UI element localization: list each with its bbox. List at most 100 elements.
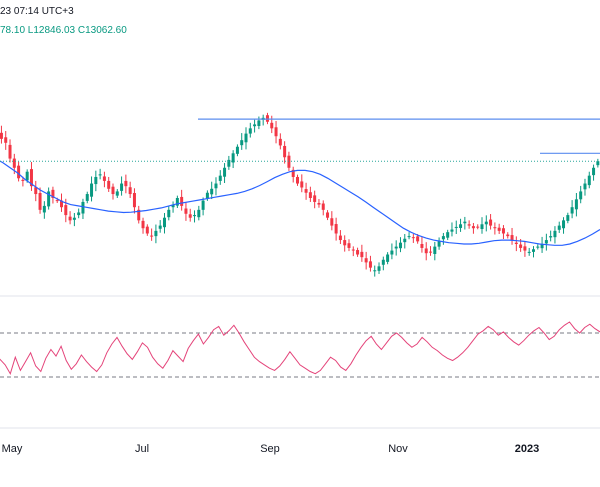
candle-body: [347, 243, 351, 248]
candle: [407, 232, 411, 240]
candle: [98, 168, 102, 180]
candle: [317, 199, 321, 208]
candle-body: [416, 236, 420, 242]
candle-body: [514, 242, 518, 244]
candle-body: [386, 254, 390, 262]
candle-body: [68, 216, 72, 221]
candle-body: [557, 225, 561, 230]
candle: [459, 218, 463, 232]
candle: [270, 115, 274, 134]
candle-body: [278, 138, 282, 146]
candle: [107, 176, 111, 192]
candle-body: [592, 167, 596, 176]
candle: [506, 232, 510, 239]
candle: [424, 242, 428, 261]
candle-body: [141, 220, 145, 229]
candle-body: [587, 175, 591, 186]
candle-body: [566, 215, 570, 221]
candle-body: [411, 237, 415, 239]
candle-body: [326, 212, 330, 218]
candle-body: [265, 115, 269, 122]
candle: [218, 170, 222, 185]
candle-body: [398, 242, 402, 249]
x-tick-label: 2023: [515, 443, 539, 455]
x-tick-label: Jul: [135, 443, 149, 455]
candle: [583, 178, 587, 196]
candle: [596, 158, 600, 168]
candle-body: [25, 171, 29, 181]
candle-body: [351, 249, 355, 251]
candle: [278, 133, 282, 150]
candle: [489, 214, 493, 230]
candle-body: [128, 187, 132, 195]
candle: [510, 227, 514, 245]
candle-body: [184, 208, 188, 214]
candle-body: [493, 227, 497, 229]
candle: [261, 114, 265, 126]
candle: [77, 208, 81, 219]
candle-body: [240, 140, 244, 146]
candle-body: [12, 158, 16, 168]
candle-body: [171, 204, 175, 208]
candle: [227, 155, 231, 170]
candle-body: [484, 221, 488, 225]
candle-body: [480, 224, 484, 230]
candle-body: [102, 176, 106, 181]
candle: [34, 180, 38, 202]
header-ohlc: 78.10 L12846.03 C13062.60: [0, 25, 127, 36]
candle-body: [476, 226, 480, 228]
candle: [115, 189, 119, 198]
candle: [592, 164, 596, 181]
candle: [132, 188, 136, 214]
candle-body: [437, 241, 441, 247]
candle: [29, 161, 33, 191]
candle-body: [197, 209, 201, 218]
candle: [253, 119, 257, 133]
candle-body: [424, 248, 428, 254]
candle-body: [540, 244, 544, 249]
candle-body: [433, 246, 437, 254]
x-axis: May Jul Sep Nov 2023: [0, 427, 600, 455]
candle-body: [205, 192, 209, 199]
moving-average-group: [0, 160, 600, 246]
candle-body: [124, 180, 128, 187]
candle: [377, 262, 381, 274]
candle-body: [227, 159, 231, 167]
candle: [231, 150, 235, 169]
candle-body: [454, 226, 458, 228]
candle-body: [4, 137, 8, 143]
candle-body: [450, 229, 454, 232]
candle: [265, 112, 269, 125]
candle: [162, 212, 166, 234]
candle-body: [394, 246, 398, 249]
candle-body: [55, 200, 59, 202]
candle-body: [579, 191, 583, 200]
candle: [471, 222, 475, 234]
candle: [493, 222, 497, 235]
candle-body: [360, 251, 364, 258]
candle-body: [368, 261, 372, 268]
candle-body: [501, 228, 505, 234]
candle: [184, 202, 188, 221]
candle-body: [154, 230, 158, 237]
candle-body: [8, 144, 12, 159]
candle: [158, 220, 162, 233]
candle: [51, 186, 55, 204]
candle-body: [17, 165, 21, 179]
candle-body: [60, 200, 64, 208]
candle-body: [72, 217, 76, 220]
candle-body: [304, 189, 308, 193]
candle-body: [334, 224, 338, 234]
candle: [90, 176, 94, 202]
candle: [21, 176, 25, 187]
candle: [334, 217, 338, 241]
x-tick-label: Nov: [388, 443, 408, 455]
candle-body: [210, 188, 214, 195]
candle: [167, 205, 171, 221]
candle: [441, 232, 445, 245]
candle-body: [519, 244, 523, 248]
candle: [540, 236, 544, 253]
candle: [527, 247, 531, 256]
candle: [94, 170, 98, 192]
